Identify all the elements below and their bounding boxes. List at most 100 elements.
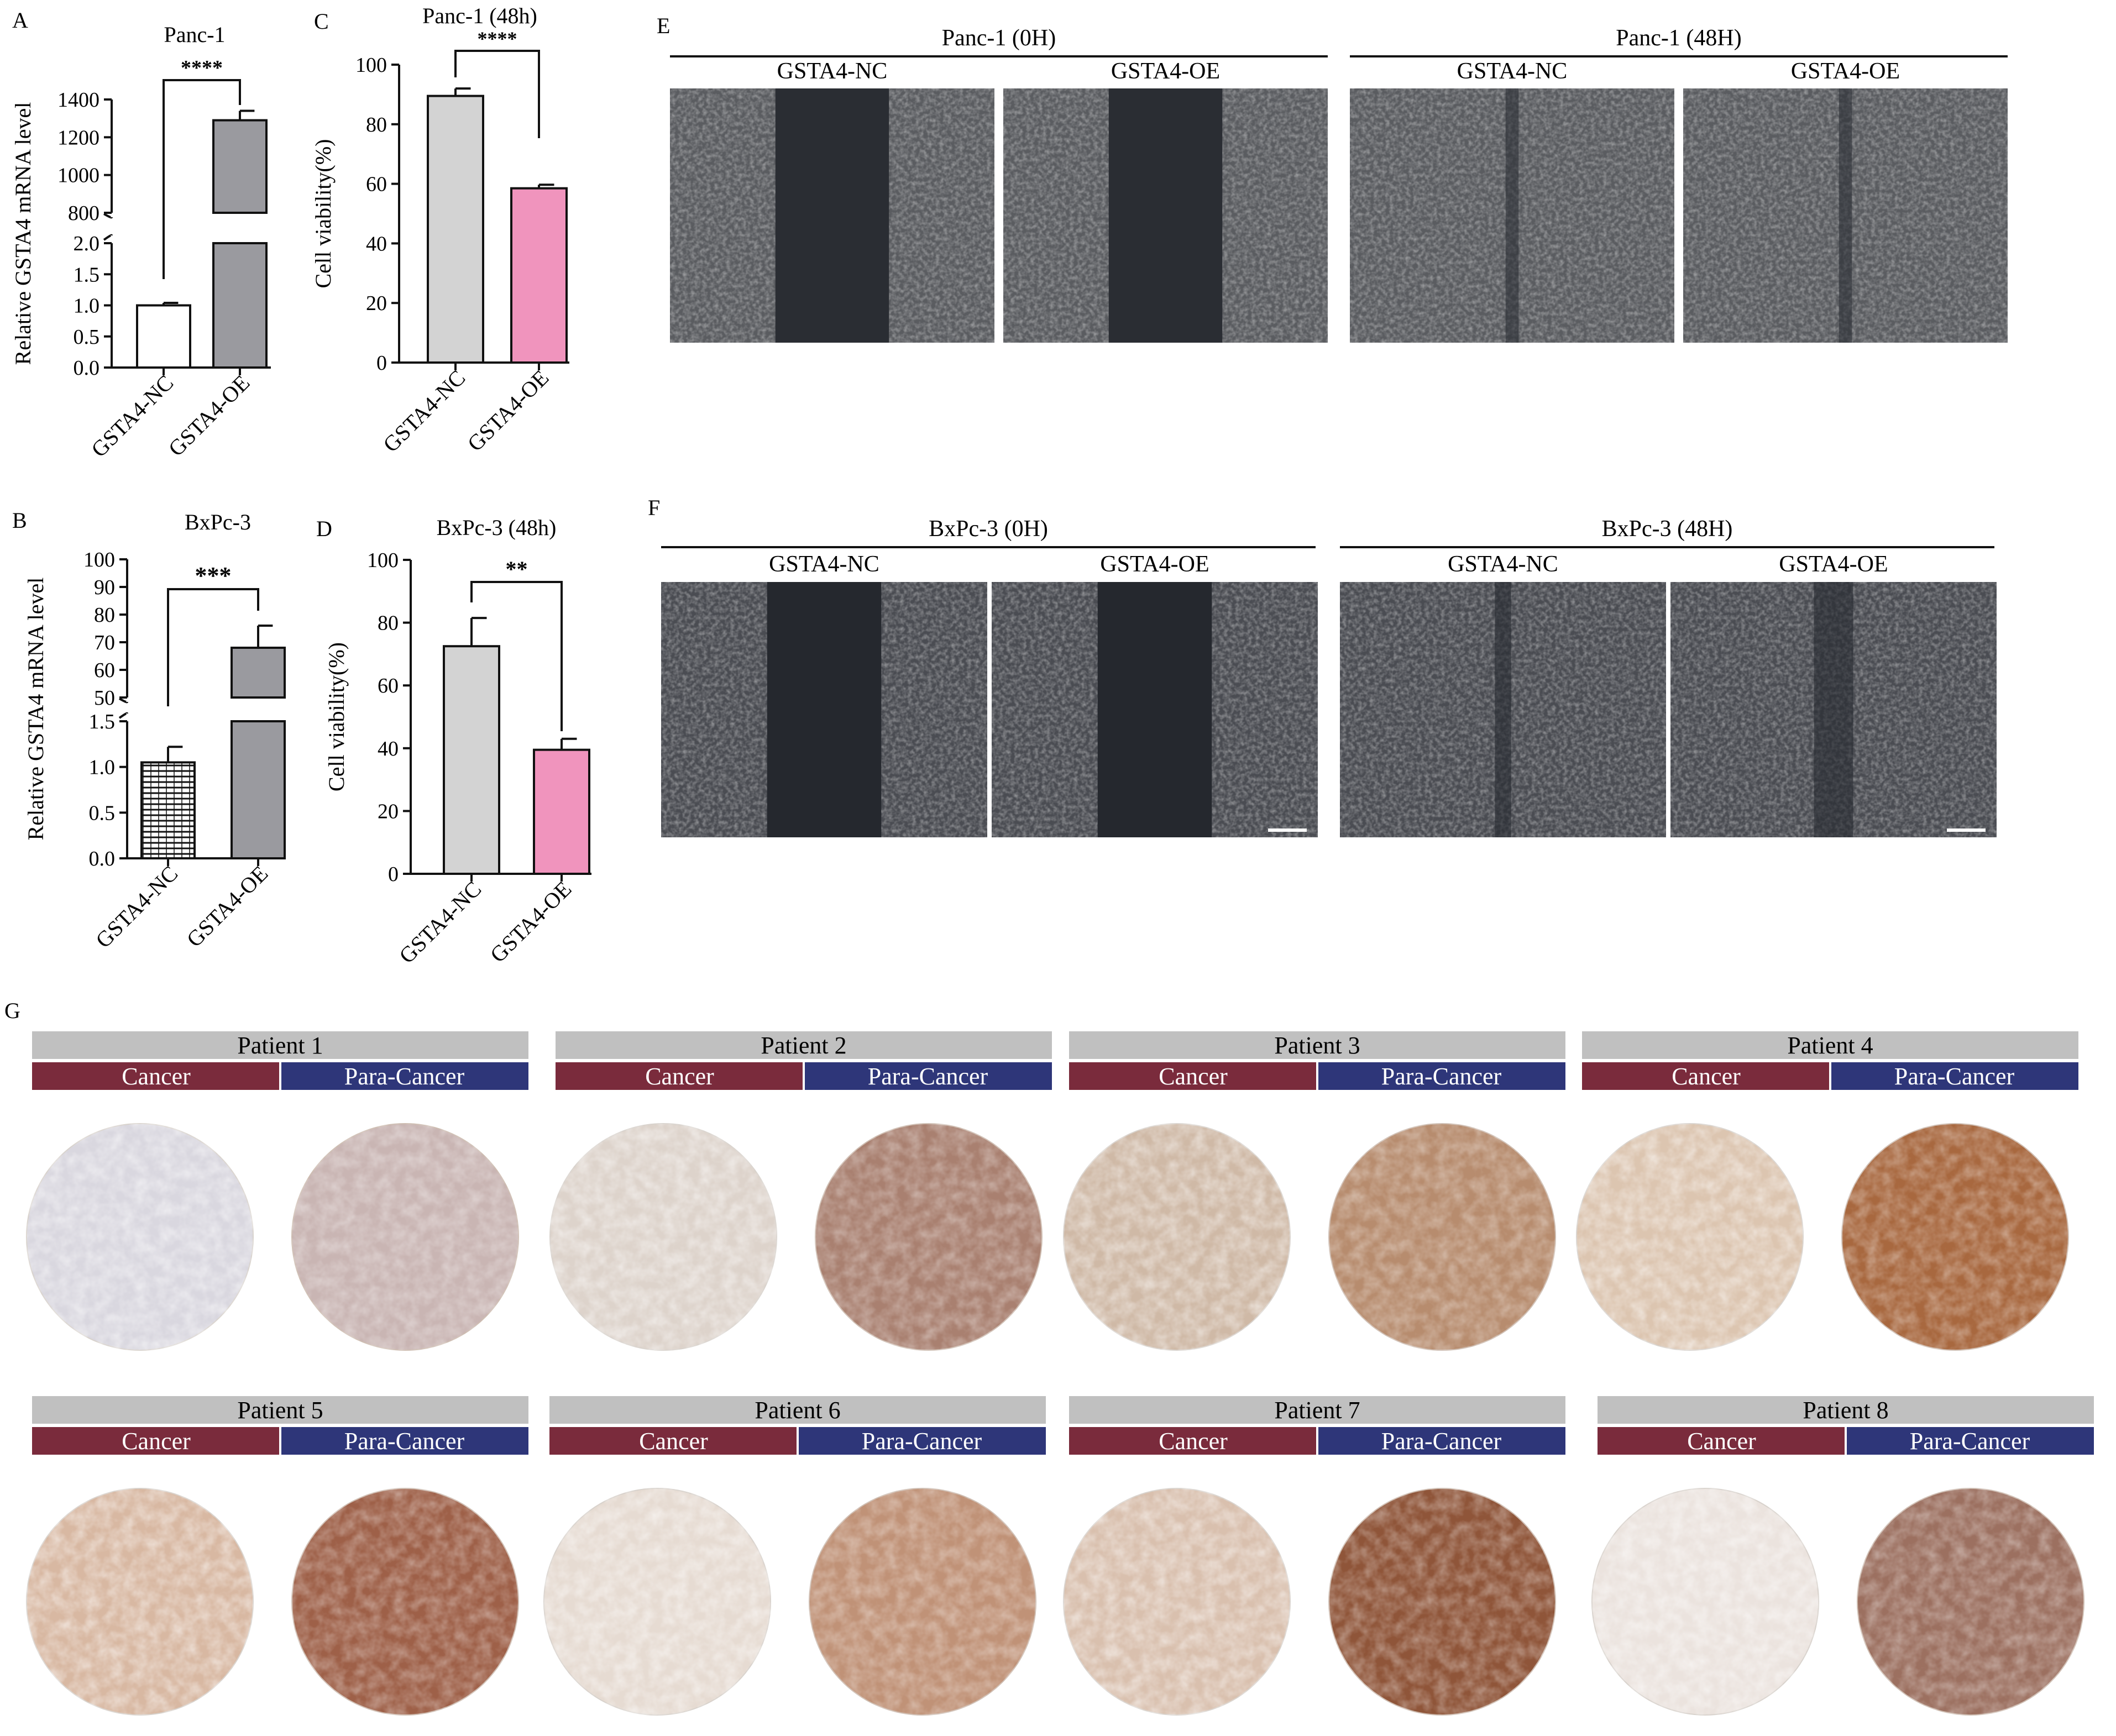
y-tick-label: 70 [94, 631, 115, 654]
patient-block: Patient 1 Cancer Para-Cancer [26, 1031, 528, 1351]
cancer-core-texture [27, 1488, 253, 1715]
x-tick-label: GSTA4-OE [164, 370, 255, 461]
para-cancer-header [805, 1062, 1052, 1090]
patient-label: Patient 3 [1274, 1032, 1360, 1059]
wound-scratch-gap [1505, 88, 1519, 343]
y-tick-label: 0 [388, 863, 399, 886]
significance-bracket [470, 581, 563, 731]
bar-gsta4-nc [427, 95, 484, 364]
patient-block: Patient 8 Cancer Para-Cancer [1591, 1396, 2094, 1716]
axis-break-mark-lower [118, 712, 128, 719]
patient-header [556, 1031, 1052, 1059]
significance-stars: *** [195, 562, 232, 589]
para-cancer-header [281, 1427, 528, 1455]
para-cancer-label: Para-Cancer [344, 1063, 465, 1090]
bar-gsta4-oe-lower [231, 720, 286, 859]
para-core-texture [1329, 1124, 1555, 1350]
bar-gsta4-oe-lower [212, 242, 268, 369]
cancer-header [1069, 1062, 1316, 1090]
para-cancer-label: Para-Cancer [868, 1063, 988, 1090]
y-tick-label: 1000 [57, 164, 99, 187]
significance-bracket [454, 50, 540, 138]
panel-letters: A B C D E F G [4, 8, 670, 1023]
axis-break-mark-upper [103, 213, 113, 219]
y-tick-label: 60 [94, 659, 115, 682]
wound-scratch-gap [1814, 582, 1853, 837]
x-tick-label: GSTA4-NC [378, 365, 470, 457]
para-core-texture [1329, 1488, 1555, 1715]
cancer-label: Cancer [122, 1428, 191, 1455]
patient-label: Patient 1 [237, 1032, 323, 1059]
para-cancer-header [799, 1427, 1046, 1455]
para-core-texture [292, 1124, 518, 1350]
y-tick-label: 50 [94, 686, 115, 710]
x-tick-label: GSTA4-NC [86, 370, 178, 462]
wound-group-title: Panc-1 (0H) [942, 25, 1056, 51]
y-tick-label: 100 [367, 549, 399, 572]
y-tick-label: 80 [366, 113, 387, 137]
y-tick-label: 2.0 [74, 232, 100, 255]
scale-bar [1268, 828, 1307, 832]
wound-group-title: BxPc-3 (0H) [929, 516, 1048, 542]
y-tick-label: 1400 [57, 88, 99, 112]
patient-header [1069, 1396, 1565, 1424]
bar-gsta4-oe [533, 748, 590, 875]
y-tick-label: 60 [366, 173, 387, 196]
patient-header [32, 1396, 528, 1424]
cancer-label: Cancer [639, 1428, 708, 1455]
x-tick-label: GSTA4-NC [91, 861, 182, 953]
significance-bracket [163, 79, 241, 279]
ihc-panel-g: Patient 1 Cancer Para-Cancer Patient 2 Cance… [26, 1031, 2094, 1716]
axis-break-mark-upper [119, 697, 128, 704]
panel-letter-c: C [314, 9, 329, 34]
cancer-core-texture [544, 1488, 771, 1715]
x-tick-label: GSTA4-OE [485, 877, 577, 968]
patient-label: Patient 4 [1787, 1032, 1873, 1059]
y-tick-label: 40 [378, 737, 399, 761]
panel-letter-a: A [12, 8, 28, 33]
significance-stars: ** [506, 557, 528, 581]
panel-letter-e: E [657, 13, 670, 38]
y-tick-label: 0.5 [74, 326, 100, 349]
cancer-header [556, 1062, 803, 1090]
patient-label: Patient 8 [1803, 1397, 1888, 1424]
axis-break-mark-lower [103, 234, 113, 241]
bar-gsta4-nc [140, 761, 196, 860]
cancer-header [1069, 1427, 1316, 1455]
para-cancer-label: Para-Cancer [1910, 1428, 2030, 1455]
para-cancer-header [1318, 1427, 1565, 1455]
cancer-header [32, 1427, 279, 1455]
y-axis-label: Relative GSTA4 mRNA level [23, 578, 48, 841]
y-tick-label: 100 [355, 54, 387, 77]
cancer-label: Cancer [1687, 1428, 1756, 1455]
bar-gsta4-oe-upper [212, 119, 268, 214]
y-tick-label: 1.0 [74, 295, 100, 318]
y-tick-label: 90 [94, 576, 115, 599]
patient-block: Patient 5 Cancer Para-Cancer [26, 1396, 528, 1716]
scale-bar [1947, 828, 1986, 832]
para-cancer-header [1318, 1062, 1565, 1090]
y-tick-label: 60 [378, 674, 399, 697]
x-tick-label: GSTA4-OE [182, 861, 273, 952]
patient-label: Patient 5 [237, 1397, 323, 1424]
cancer-header [1582, 1062, 1829, 1090]
chart-a-panc1-mrna: Panc-1 Relative GSTA4 mRNA level 0.0 0.5 1.0… [11, 22, 271, 462]
chart-c-panc1-viability: Panc-1 (48h) Cell viability(%) 0 20 40 60 80 10… [311, 3, 569, 457]
bar-gsta4-oe-upper [231, 647, 286, 699]
y-tick-label: 40 [366, 232, 387, 255]
patient-header [32, 1031, 528, 1059]
x-tick-label: GSTA4-OE [463, 365, 554, 457]
panel-letter-b: B [12, 508, 27, 533]
para-cancer-header [1847, 1427, 2094, 1455]
chart-title: Panc-1 [164, 22, 225, 47]
wound-scratch-gap [1108, 88, 1223, 343]
bar-gsta4-oe [510, 187, 568, 364]
wound-scratch-gap [767, 582, 882, 837]
wound-image-label: GSTA4-OE [1791, 59, 1900, 84]
cancer-core-texture [1064, 1488, 1290, 1715]
cancer-core-texture [550, 1124, 777, 1350]
wound-scratch-gap [775, 88, 889, 343]
para-cancer-label: Para-Cancer [1894, 1063, 2015, 1090]
para-cancer-label: Para-Cancer [1381, 1063, 1502, 1090]
